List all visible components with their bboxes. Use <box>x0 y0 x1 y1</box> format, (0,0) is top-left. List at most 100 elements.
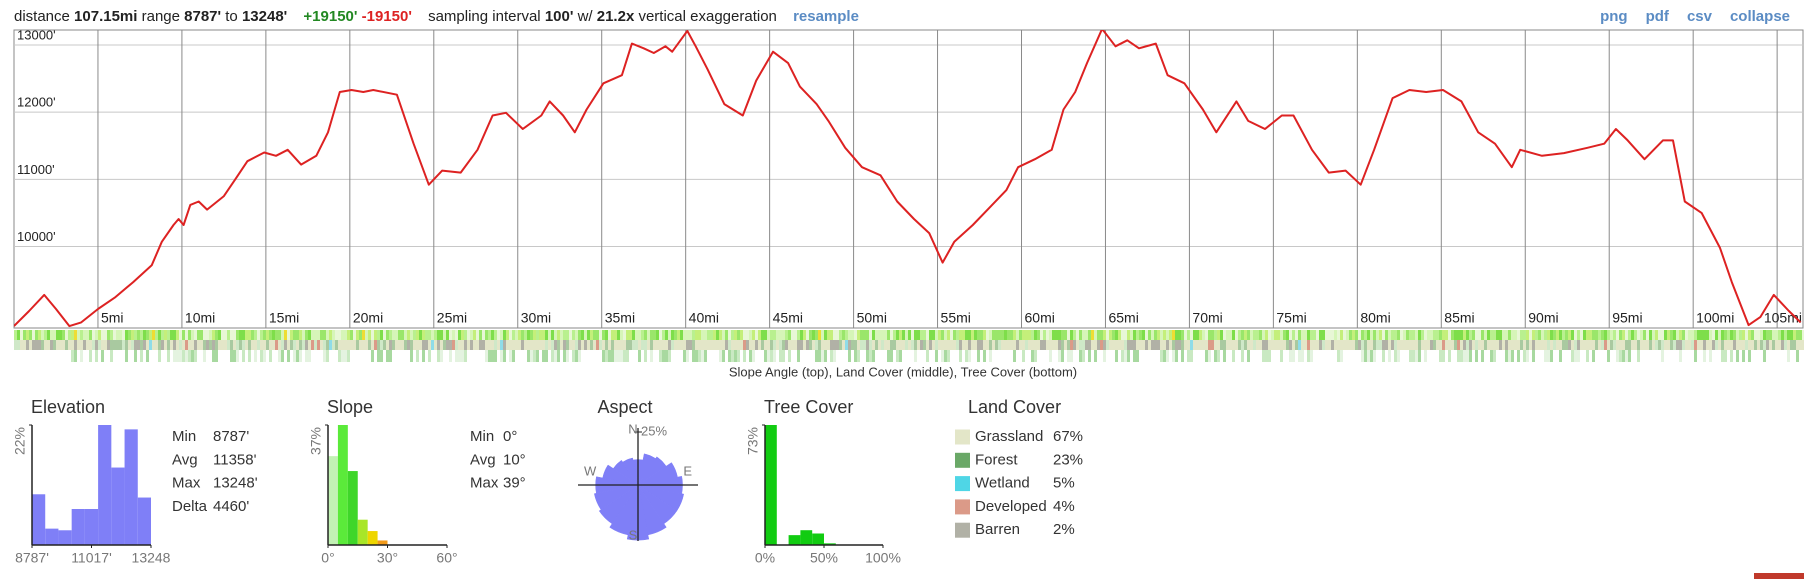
treecover-strip <box>158 350 161 362</box>
landcover-strip <box>191 340 194 350</box>
action-link[interactable]: collapse <box>1729 8 1790 25</box>
landcover-strip <box>662 340 665 350</box>
treecover-strip <box>677 350 680 362</box>
slope-strip <box>503 330 506 340</box>
action-link[interactable]: png <box>1600 8 1628 25</box>
panel-title: Aspect <box>597 397 652 417</box>
landcover-strip <box>1766 340 1769 350</box>
panel-title: Slope <box>327 397 373 417</box>
landcover-strip <box>737 340 740 350</box>
treecover-strip <box>1802 350 1804 362</box>
landcover-strip <box>1292 340 1295 350</box>
slope-strip <box>698 330 701 340</box>
label: distance <box>14 8 70 25</box>
treecover-strip <box>1292 350 1295 362</box>
r-tick-label: 25% <box>641 423 667 438</box>
treecover-strip <box>38 350 41 362</box>
slope-strip <box>1688 330 1691 340</box>
slope-strip <box>209 330 212 340</box>
action-link[interactable]: pdf <box>1645 8 1669 25</box>
treecover-strip <box>977 350 980 362</box>
landcover-strip <box>932 340 935 350</box>
slope-strip <box>1709 330 1712 340</box>
slope-strip <box>341 330 344 340</box>
slope-strip <box>431 330 434 340</box>
treecover-strip <box>596 350 599 362</box>
treecover-strip <box>1490 350 1493 362</box>
treecover-strip <box>1067 350 1070 362</box>
landcover-strip <box>92 340 95 350</box>
landcover-strip <box>878 340 881 350</box>
landcover-strip <box>1409 340 1412 350</box>
landcover-strip <box>872 340 875 350</box>
x-tick-label: 0% <box>755 550 775 566</box>
slope-strip <box>1298 330 1301 340</box>
treecover-strip <box>1502 350 1505 362</box>
slope-strip <box>1073 330 1076 340</box>
slope-strip <box>20 330 23 340</box>
treecover-strip <box>542 350 545 362</box>
action-link[interactable]: csv <box>1686 8 1712 25</box>
x-tick-label: 60mi <box>1025 310 1055 326</box>
landcover-strip <box>1568 340 1571 350</box>
landcover-strip <box>1601 340 1604 350</box>
slope-strip <box>1730 330 1733 340</box>
treecover-strip <box>125 350 128 362</box>
treecover-strip <box>59 350 62 362</box>
slope-strip <box>881 330 884 340</box>
landcover-strip <box>1469 340 1472 350</box>
slope-strip <box>563 330 566 340</box>
slope-strip <box>83 330 86 340</box>
treecover-strip <box>413 350 416 362</box>
treecover-strip <box>1625 350 1628 362</box>
treecover-strip <box>1724 350 1727 362</box>
resample-link[interactable]: resample <box>793 8 859 25</box>
slope-strip <box>539 330 542 340</box>
treecover-strip <box>776 350 779 362</box>
treecover-strip <box>689 350 692 362</box>
treecover-strip <box>884 350 887 362</box>
landcover-strip <box>1682 340 1685 350</box>
landcover-strip <box>656 340 659 350</box>
treecover-strip <box>938 350 941 362</box>
slope-strip <box>1382 330 1385 340</box>
slope-strip <box>947 330 950 340</box>
slope-strip <box>1388 330 1391 340</box>
treecover-strip <box>1463 350 1466 362</box>
landcover-strip <box>587 340 590 350</box>
treecover-strip <box>1283 350 1286 362</box>
landcover-strip <box>722 340 725 350</box>
slope-strip <box>995 330 998 340</box>
slope-strip <box>1247 330 1250 340</box>
slope-strip <box>347 330 350 340</box>
landcover-strip <box>911 340 914 350</box>
treecover-strip <box>1772 350 1775 362</box>
landcover-strip <box>965 340 968 350</box>
slope-strip <box>218 330 221 340</box>
treecover-strip <box>944 350 947 362</box>
landcover-strip <box>1196 340 1199 350</box>
slope-strip <box>1271 330 1274 340</box>
slope-strip <box>779 330 782 340</box>
treecover-strip <box>584 350 587 362</box>
treecover-strip <box>1034 350 1037 362</box>
slope-strip <box>146 330 149 340</box>
landcover-strip <box>1067 340 1070 350</box>
slope-strip <box>809 330 812 340</box>
treecover-strip <box>1151 350 1154 362</box>
treecover-strip <box>557 350 560 362</box>
landcover-strip <box>1223 340 1226 350</box>
treecover-strip <box>1484 350 1487 362</box>
histogram-bar <box>824 543 836 545</box>
landcover-strip <box>200 340 203 350</box>
treecover-strip <box>20 350 23 362</box>
landcover-strip <box>1520 340 1523 350</box>
landcover-strip <box>71 340 74 350</box>
slope-strip <box>1451 330 1454 340</box>
slope-strip <box>824 330 827 340</box>
treecover-strip <box>644 350 647 362</box>
landcover-strip <box>1364 340 1367 350</box>
landcover-strip <box>362 340 365 350</box>
treecover-strip <box>1421 350 1424 362</box>
legend-label: Grassland <box>975 428 1043 445</box>
